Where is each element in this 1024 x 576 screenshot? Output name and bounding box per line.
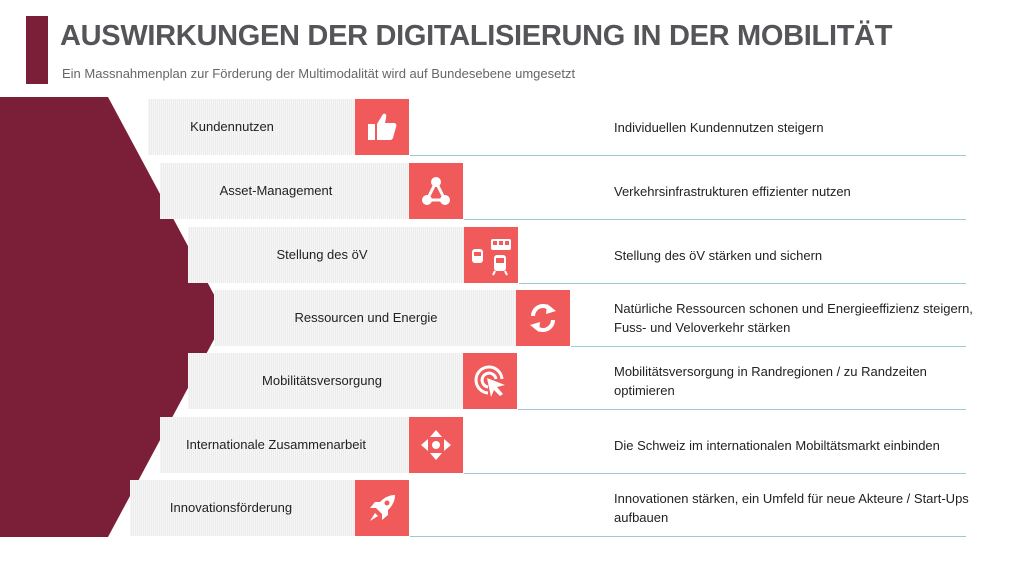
row-label: Ressourcen und Energie xyxy=(294,310,438,325)
row-label: Mobilitätsversorgung xyxy=(262,373,382,388)
row-description: Natürliche Ressourcen schonen und Energi… xyxy=(614,301,973,335)
row-label: Kundennutzen xyxy=(190,119,274,134)
refresh-cycle-icon xyxy=(516,290,570,346)
label-strip xyxy=(148,99,355,155)
label-strip xyxy=(160,163,409,219)
row-divider xyxy=(571,346,966,347)
label-strip xyxy=(188,353,463,409)
row-description: Mobilitätsversorgung in Randregionen / z… xyxy=(614,364,927,398)
page-subtitle: Ein Massnahmenplan zur Förderung der Mul… xyxy=(62,66,576,81)
row-label: Internationale Zusammenarbeit xyxy=(186,437,366,452)
label-strip xyxy=(160,417,409,473)
row-internationale-zusammenarbeit: Internationale Zusammenarbeit Die Schwei… xyxy=(0,417,1024,474)
pointer-click-icon xyxy=(463,353,517,409)
move-arrows-icon xyxy=(409,417,463,473)
row-label: Stellung des öV xyxy=(276,247,368,262)
row-divider xyxy=(410,155,966,156)
rocket-icon xyxy=(355,480,409,536)
row-divider xyxy=(519,283,966,284)
label-strip xyxy=(188,227,464,283)
title-accent-bar xyxy=(26,16,48,84)
label-strip xyxy=(214,290,516,346)
network-nodes-icon xyxy=(409,163,463,219)
row-label: Asset-Management xyxy=(219,183,333,198)
label-strip xyxy=(130,480,355,536)
row-divider xyxy=(518,409,966,410)
row-divider xyxy=(410,536,966,537)
row-stellung-oev: Stellung des öV Stellung des öV stärken … xyxy=(0,227,1024,284)
row-mobilitaetsversorgung: Mobilitätsversorgung Mobilitätsversorgun… xyxy=(0,353,1024,410)
row-innovationsfoerderung: Innovationsförderung Innovationen stärke… xyxy=(0,480,1024,537)
row-asset-management: Asset-Management Verkehrsinfrastrukturen… xyxy=(0,163,1024,220)
thumbs-up-icon xyxy=(355,99,409,155)
row-description: Verkehrsinfrastrukturen effizienter nutz… xyxy=(614,183,851,199)
row-divider xyxy=(464,473,966,474)
row-description: Die Schweiz im internationalen Mobiltäts… xyxy=(614,437,940,453)
row-label: Innovationsförderung xyxy=(169,500,293,515)
public-transport-icon xyxy=(464,227,518,283)
row-kundennutzen: Kundennutzen Individuellen Kundennutzen … xyxy=(0,99,1024,156)
row-ressourcen-energie: Ressourcen und Energie Natürliche Ressou… xyxy=(0,290,1024,347)
row-description: Innovationen stärken, ein Umfeld für neu… xyxy=(614,491,969,525)
row-description: Stellung des öV stärken und sichern xyxy=(614,247,823,263)
page-title: AUSWIRKUNGEN DER DIGITALISIERUNG IN DER … xyxy=(60,20,893,52)
chevron-arrow-shape xyxy=(0,97,226,537)
row-description: Individuellen Kundennutzen steigern xyxy=(614,119,824,135)
row-divider xyxy=(464,219,966,220)
